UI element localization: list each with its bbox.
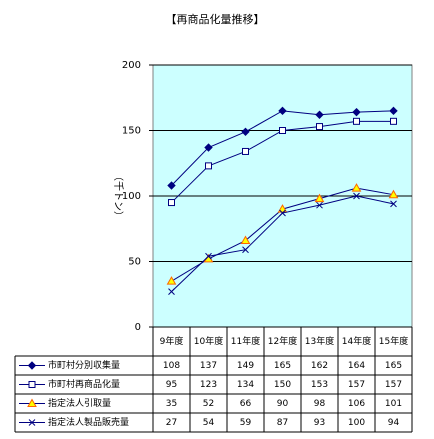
data-point xyxy=(314,193,325,203)
data-point xyxy=(205,162,212,170)
data-point xyxy=(353,192,360,200)
table-value: 93 xyxy=(314,418,325,428)
table-value: 95 xyxy=(166,380,177,390)
data-point xyxy=(166,276,177,285)
data-point xyxy=(390,117,397,125)
table-value: 157 xyxy=(385,380,402,390)
y-tick-label: 50 xyxy=(128,257,141,268)
x-tick-label: 9年度 xyxy=(160,335,184,347)
chart-title: 【再商品化量推移】 xyxy=(166,12,265,26)
y-tick-label: 150 xyxy=(122,126,141,137)
data-point xyxy=(279,127,286,134)
data-point xyxy=(353,117,360,125)
table-value: 98 xyxy=(314,399,326,409)
data-point xyxy=(278,106,287,116)
x-tick-label: 13年度 xyxy=(305,335,334,347)
legend-label: 市町村再商品化量 xyxy=(48,378,120,390)
y-tick-label: 100 xyxy=(122,191,141,202)
data-point xyxy=(242,147,249,155)
legend-marker xyxy=(28,381,36,388)
table-value: 137 xyxy=(200,361,217,371)
data-point xyxy=(279,209,286,217)
legend-label: 指定法人製品販売量 xyxy=(48,416,129,428)
table-value: 87 xyxy=(277,418,288,428)
table-value: 157 xyxy=(348,380,365,390)
table-value: 108 xyxy=(163,361,180,371)
data-point xyxy=(315,110,324,119)
data-point xyxy=(168,288,175,295)
data-point xyxy=(204,143,213,152)
data-point xyxy=(167,181,176,190)
data-point xyxy=(240,235,251,245)
legend-marker xyxy=(27,361,37,370)
legend-label: 市町村分別収集量 xyxy=(48,359,120,371)
table-value: 27 xyxy=(166,418,177,428)
table-value: 100 xyxy=(348,418,365,428)
table-value: 35 xyxy=(166,399,177,409)
x-tick-label: 11年度 xyxy=(231,335,260,347)
table-value: 165 xyxy=(385,361,402,371)
table-value: 150 xyxy=(274,380,291,390)
table-value: 123 xyxy=(200,380,217,390)
table-value: 149 xyxy=(237,361,254,371)
data-point xyxy=(242,246,249,254)
data-point xyxy=(241,127,250,137)
x-tick-label: 14年度 xyxy=(342,335,371,347)
table-value: 94 xyxy=(388,418,400,428)
x-tick-label: 10年度 xyxy=(194,335,223,347)
table-value: 101 xyxy=(385,399,402,409)
table-value: 165 xyxy=(274,361,291,371)
data-point xyxy=(168,199,175,207)
table-value: 52 xyxy=(203,399,214,409)
table-value: 164 xyxy=(348,361,365,371)
y-tick-label: 200 xyxy=(122,60,141,71)
y-axis-label: （千トン） xyxy=(112,171,124,221)
table-value: 153 xyxy=(311,380,328,390)
table-value: 162 xyxy=(311,361,328,371)
x-tick-label: 12年度 xyxy=(268,335,297,347)
table-value: 106 xyxy=(348,399,365,409)
data-point xyxy=(351,183,362,192)
legend-marker xyxy=(28,419,36,426)
data-point xyxy=(389,106,398,116)
table-value: 90 xyxy=(277,399,289,409)
data-point xyxy=(388,189,399,199)
data-point xyxy=(205,252,212,260)
table-value: 134 xyxy=(237,380,254,390)
legend-label: 指定法人引取量 xyxy=(48,397,111,409)
data-point xyxy=(390,200,397,208)
table-value: 66 xyxy=(240,399,252,409)
table-value: 54 xyxy=(203,418,215,428)
legend-marker xyxy=(27,398,37,407)
y-tick-label: 0 xyxy=(135,322,141,333)
x-tick-label: 15年度 xyxy=(379,335,408,347)
data-point xyxy=(316,201,323,209)
data-point xyxy=(316,123,323,131)
table-value: 59 xyxy=(240,418,252,428)
data-point xyxy=(352,107,361,117)
